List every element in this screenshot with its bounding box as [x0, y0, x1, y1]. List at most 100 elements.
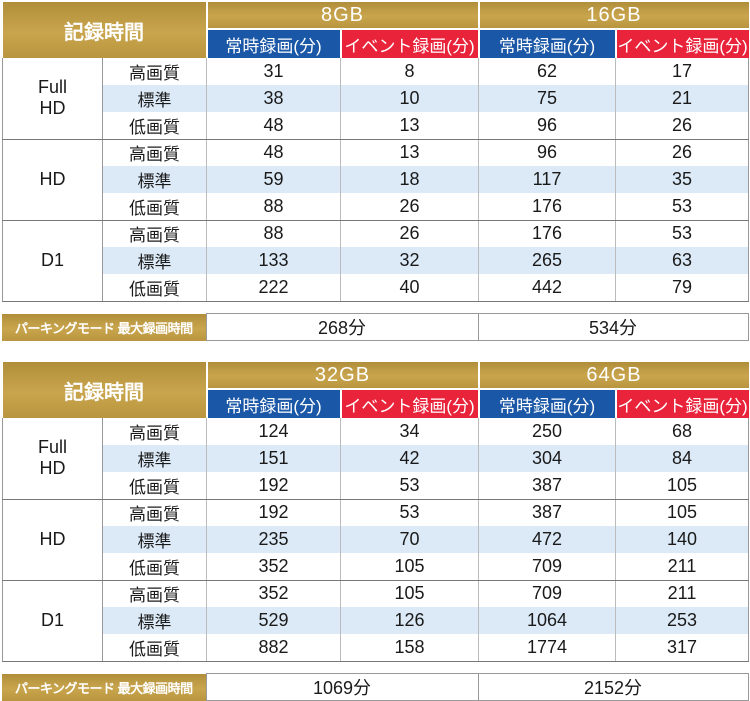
- time-value: 352: [206, 553, 341, 581]
- time-value: 31: [206, 58, 341, 85]
- time-value: 105: [615, 472, 749, 500]
- time-value: 105: [340, 580, 479, 607]
- time-value: 53: [615, 193, 749, 221]
- time-value: 117: [478, 166, 616, 193]
- time-value: 13: [340, 139, 479, 166]
- time-value: 265: [478, 247, 616, 274]
- time-value: 442: [478, 274, 616, 302]
- time-value: 53: [340, 499, 479, 526]
- time-value: 158: [340, 634, 479, 662]
- table-title: 記録時間: [2, 2, 208, 58]
- parking-mode-value: 1069分: [205, 673, 479, 701]
- event-recording-header: イベント録画(分): [340, 28, 480, 58]
- capacity-header: 64GB: [478, 362, 749, 389]
- table-row: 標準 59 18 117 35: [3, 166, 749, 193]
- quality-label: 低画質: [102, 472, 207, 500]
- time-value: 59: [206, 166, 341, 193]
- time-value: 42: [340, 445, 479, 472]
- capacity-header: 16GB: [478, 2, 749, 29]
- quality-label: 標準: [102, 85, 207, 112]
- time-value: 387: [478, 499, 616, 526]
- parking-mode-value: 534分: [477, 313, 749, 341]
- time-value: 211: [615, 580, 749, 607]
- table-row: D1 高画質 88 26 176 53: [2, 220, 749, 302]
- time-value: 304: [478, 445, 616, 472]
- resolution-label: HD: [2, 499, 103, 581]
- quality-label: 高画質: [102, 499, 207, 526]
- time-value: 222: [206, 274, 341, 302]
- time-value: 70: [340, 526, 479, 553]
- time-value: 709: [478, 553, 616, 581]
- table-row: Full HD 高画質 124 34 250 68: [2, 418, 749, 500]
- time-value: 88: [206, 220, 341, 247]
- parking-mode-value: 2152分: [477, 673, 749, 701]
- continuous-recording-header: 常時録画(分): [478, 388, 617, 418]
- time-value: 53: [615, 220, 749, 247]
- time-value: 151: [206, 445, 341, 472]
- resolution-label: D1: [2, 580, 103, 662]
- table-row: 低画質 882 158 1774 317: [3, 634, 749, 662]
- continuous-recording-header: 常時録画(分): [478, 28, 617, 58]
- quality-label: 標準: [102, 247, 207, 274]
- time-value: 32: [340, 247, 479, 274]
- parking-mode-label: パーキングモード 最大録画時間: [2, 673, 206, 701]
- quality-label: 低画質: [102, 274, 207, 302]
- time-value: 26: [340, 220, 479, 247]
- time-value: 40: [340, 274, 479, 302]
- time-value: 317: [615, 634, 749, 662]
- table-row: 低画質 352 105 709 211: [3, 553, 749, 581]
- quality-label: 低画質: [102, 553, 207, 581]
- table-row: Full HD 高画質 31 8 62 17: [2, 58, 749, 140]
- quality-label: 低画質: [102, 193, 207, 221]
- time-value: 472: [478, 526, 616, 553]
- time-value: 882: [206, 634, 341, 662]
- table-row: 低画質 192 53 387 105: [3, 472, 749, 500]
- table-row: D1 高画質 352 105 709 211: [2, 580, 749, 662]
- quality-label: 高画質: [102, 220, 207, 247]
- event-recording-header: イベント録画(分): [615, 28, 749, 58]
- quality-label: 高画質: [102, 418, 207, 445]
- quality-label: 標準: [102, 607, 207, 634]
- time-value: 192: [206, 499, 341, 526]
- capacity-header: 8GB: [206, 2, 480, 29]
- time-value: 48: [206, 139, 341, 166]
- time-value: 192: [206, 472, 341, 500]
- time-value: 10: [340, 85, 479, 112]
- time-value: 88: [206, 193, 341, 221]
- quality-label: 標準: [102, 166, 207, 193]
- time-value: 105: [615, 499, 749, 526]
- resolution-label: D1: [2, 220, 103, 302]
- parking-mode-value: 268分: [205, 313, 479, 341]
- time-value: 79: [615, 274, 749, 302]
- time-value: 1064: [478, 607, 616, 634]
- time-value: 75: [478, 85, 616, 112]
- time-value: 68: [615, 418, 749, 445]
- recording-time-table: 記録時間 8GB 16GB 常時録画(分) イベント録画(分) 常時録画(分) イベント録画…: [2, 2, 749, 302]
- quality-label: 標準: [102, 445, 207, 472]
- resolution-label: Full HD: [2, 418, 103, 500]
- time-value: 26: [615, 139, 749, 166]
- time-value: 26: [615, 112, 749, 140]
- table-row: 標準 529 126 1064 253: [3, 607, 749, 634]
- table-row: 低画質 48 13 96 26: [3, 112, 749, 140]
- recording-time-table: 記録時間 32GB 64GB 常時録画(分) イベント録画(分) 常時録画(分) イベント録…: [2, 362, 749, 662]
- table-row: HD 高画質 48 13 96 26: [2, 139, 749, 221]
- table-row: 標準 151 42 304 84: [3, 445, 749, 472]
- time-value: 35: [615, 166, 749, 193]
- time-value: 176: [478, 220, 616, 247]
- time-value: 529: [206, 607, 341, 634]
- parking-mode-label: パーキングモード 最大録画時間: [2, 313, 206, 341]
- time-value: 126: [340, 607, 479, 634]
- time-value: 96: [478, 112, 616, 140]
- quality-label: 高画質: [102, 580, 207, 607]
- quality-label: 高画質: [102, 58, 207, 85]
- time-value: 253: [615, 607, 749, 634]
- time-value: 133: [206, 247, 341, 274]
- table-row: 標準 235 70 472 140: [3, 526, 749, 553]
- time-value: 140: [615, 526, 749, 553]
- resolution-label: Full HD: [2, 58, 103, 140]
- quality-label: 標準: [102, 526, 207, 553]
- time-value: 211: [615, 553, 749, 581]
- time-value: 709: [478, 580, 616, 607]
- time-value: 17: [615, 58, 749, 85]
